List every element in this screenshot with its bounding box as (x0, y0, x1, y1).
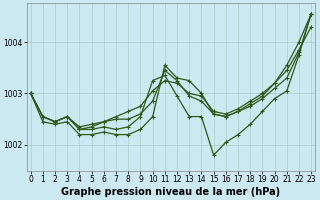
X-axis label: Graphe pression niveau de la mer (hPa): Graphe pression niveau de la mer (hPa) (61, 187, 281, 197)
